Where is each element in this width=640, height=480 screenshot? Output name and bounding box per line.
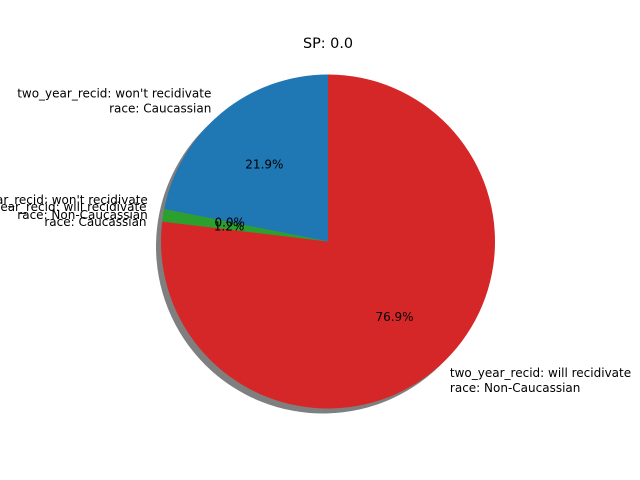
pie-slice-0 xyxy=(164,74,328,242)
slice-label-0: two_year_recid: won't recidivate race: Ca… xyxy=(17,87,211,116)
pct-label-1: 0.0% xyxy=(214,216,245,230)
slice-labels: two_year_recid: won't recidivate race: Ca… xyxy=(0,87,631,395)
pie-slice-2 xyxy=(162,209,328,242)
slice-label-line2-1: race: Non-Caucassian xyxy=(17,208,147,222)
slice-label-line1-1: two_year_recid: won't recidivate xyxy=(0,193,148,207)
slice-label-line1-3: two_year_recid: will recidivate xyxy=(450,366,631,380)
slice-label-line1-0: two_year_recid: won't recidivate xyxy=(17,87,211,101)
percent-labels: 21.9% 0.0%1.2% 76.9% xyxy=(214,158,414,324)
pct-label-0: 21.9% xyxy=(245,158,283,172)
pie-slice-3 xyxy=(161,74,496,409)
pie-slices xyxy=(161,74,496,409)
slice-label-line2-2: race: Caucassian xyxy=(44,215,146,229)
slice-label-line2-3: race: Non-Caucassian xyxy=(450,381,580,395)
slice-label-3: two_year_recid: will recidivate race: Non… xyxy=(450,366,631,395)
chart-title: SP: 0.0 xyxy=(303,36,353,52)
slice-label-line2-0: race: Caucassian xyxy=(109,102,211,116)
slice-label-line1-2: two_year_recid: will recidivate xyxy=(0,200,147,214)
pct-label-2: 1.2% xyxy=(214,219,245,233)
pct-label-3: 76.9% xyxy=(375,310,413,324)
